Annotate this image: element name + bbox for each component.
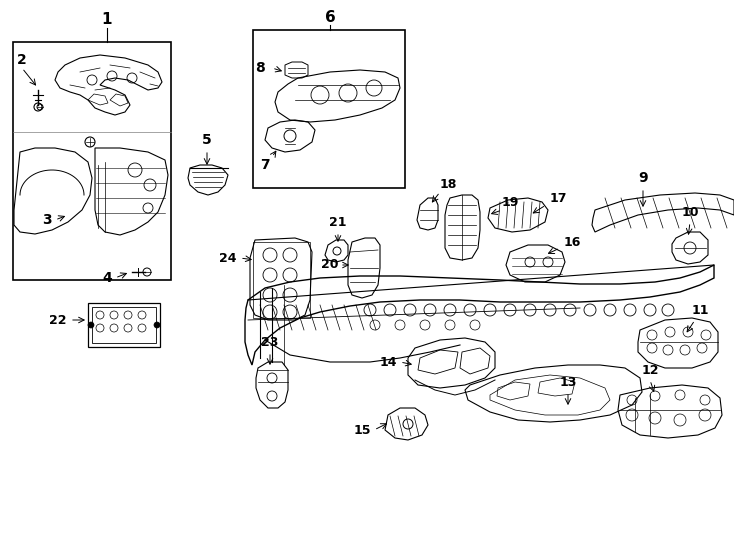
Circle shape xyxy=(154,322,160,328)
Text: 14: 14 xyxy=(379,355,397,368)
Bar xyxy=(253,30,405,188)
Bar xyxy=(13,42,171,280)
Bar xyxy=(253,242,310,318)
Text: 1: 1 xyxy=(102,12,112,28)
Text: 6: 6 xyxy=(324,10,335,25)
Text: 24: 24 xyxy=(219,252,237,265)
Text: 4: 4 xyxy=(102,271,112,285)
Text: 2: 2 xyxy=(17,53,27,67)
Text: 7: 7 xyxy=(260,158,270,172)
Text: 21: 21 xyxy=(330,215,346,228)
Text: 18: 18 xyxy=(440,179,457,192)
Circle shape xyxy=(88,322,94,328)
Text: 17: 17 xyxy=(549,192,567,205)
Bar xyxy=(88,303,160,347)
Text: 5: 5 xyxy=(202,133,212,147)
Bar xyxy=(92,307,156,343)
Text: 20: 20 xyxy=(321,259,339,272)
Text: 15: 15 xyxy=(353,423,371,436)
Text: 8: 8 xyxy=(255,61,265,75)
Text: 10: 10 xyxy=(681,206,699,219)
Text: 3: 3 xyxy=(42,213,52,227)
Text: 16: 16 xyxy=(563,235,581,248)
Text: 12: 12 xyxy=(642,363,658,376)
Text: 11: 11 xyxy=(691,303,709,316)
Text: 19: 19 xyxy=(501,195,519,208)
Text: 22: 22 xyxy=(49,314,67,327)
Text: 9: 9 xyxy=(638,171,648,185)
Text: 13: 13 xyxy=(559,375,577,388)
Text: 23: 23 xyxy=(261,335,279,348)
